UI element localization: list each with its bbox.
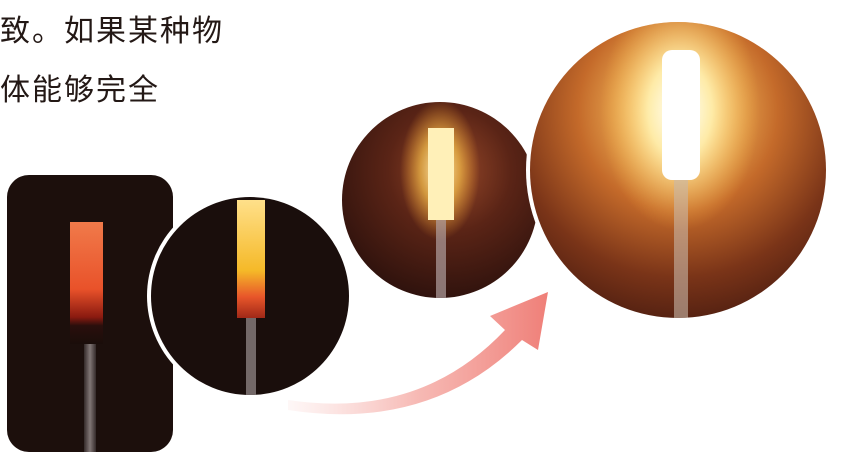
text-line-1: 致。如果某种物 xyxy=(0,14,224,49)
heated-rod-brightest-photo xyxy=(526,18,830,322)
body-text: 致。如果某种物 体能够完全 xyxy=(0,2,224,120)
heated-rod-yellow-photo xyxy=(147,193,353,399)
heated-rod-bright-photo xyxy=(338,98,542,302)
text-line-2: 体能够完全 xyxy=(0,73,160,108)
heated-rod-red-photo xyxy=(7,175,173,452)
progression-arrow-icon xyxy=(288,292,548,415)
